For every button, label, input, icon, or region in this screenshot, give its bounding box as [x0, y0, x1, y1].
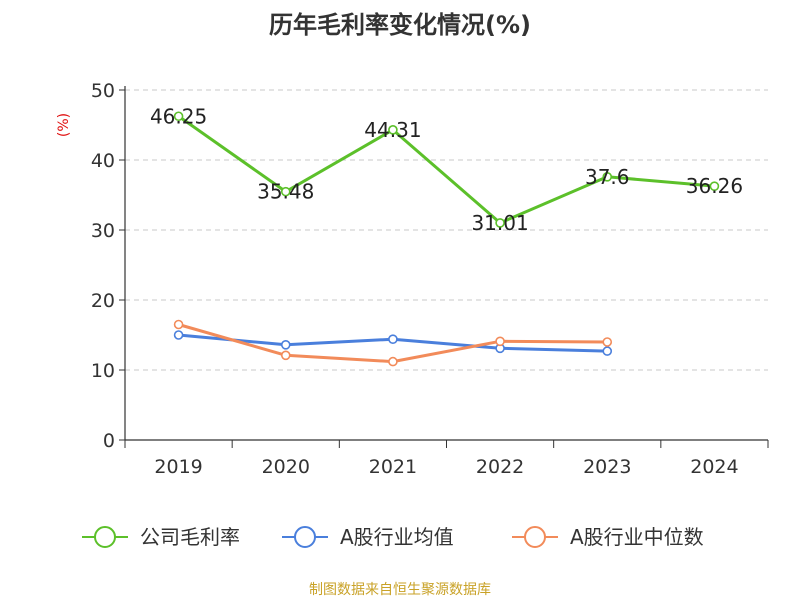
legend-marker	[294, 526, 316, 548]
y-tick-label: 30	[91, 220, 115, 242]
data-label: 37.6	[585, 165, 630, 189]
series-group	[173, 111, 720, 367]
y-axis-label: (%)	[56, 113, 72, 137]
data-point	[388, 125, 398, 135]
y-tick-label: 40	[91, 150, 115, 172]
data-point	[388, 334, 398, 345]
data-point	[495, 218, 505, 228]
legend-label: 公司毛利率	[140, 525, 240, 549]
data-point	[280, 186, 291, 197]
x-tick-label: 2023	[583, 456, 631, 478]
series-line	[177, 115, 715, 225]
data-point	[173, 319, 184, 330]
data-point	[280, 350, 291, 361]
legend: 公司毛利率 A股行业均值 A股行业中位数	[82, 525, 704, 549]
data-point	[602, 172, 613, 182]
x-tick-label: 2020	[262, 456, 310, 478]
data-point	[388, 356, 398, 367]
data-label: 36.26	[686, 174, 743, 198]
data-label: 44.31	[364, 118, 421, 142]
data-point	[709, 181, 720, 191]
data-label: 35.48	[257, 180, 314, 204]
legend-marker	[94, 526, 116, 548]
data-point	[173, 111, 184, 122]
y-tick-label: 10	[91, 360, 115, 382]
axes: 0 10 20 30 40 50 2019 2020 2021 2022 2023 2024	[91, 80, 769, 478]
data-point	[280, 339, 291, 350]
source-note: 制图数据来自恒生聚源数据库	[309, 582, 491, 598]
x-tick-label: 2022	[476, 456, 524, 478]
legend-label: A股行业中位数	[570, 525, 704, 549]
data-labels: 46.25 35.48 44.31 31.01 37.6 36.26	[150, 104, 743, 235]
legend-marker	[524, 526, 546, 548]
data-point	[173, 330, 184, 340]
data-point	[495, 336, 505, 347]
y-tick-label: 20	[91, 290, 115, 312]
chart-title: 历年毛利率变化情况(%)	[269, 11, 531, 39]
x-tick-label: 2024	[690, 456, 738, 478]
y-tick-label: 0	[103, 430, 115, 452]
y-tick-label: 50	[91, 80, 115, 102]
data-label: 46.25	[150, 104, 207, 128]
data-label: 31.01	[471, 211, 528, 235]
x-tick-label: 2021	[369, 456, 417, 478]
gridlines	[125, 89, 768, 371]
x-tick-label: 2019	[154, 456, 202, 478]
data-point	[602, 346, 613, 356]
legend-label: A股行业均值	[340, 525, 454, 549]
data-point	[602, 337, 613, 347]
